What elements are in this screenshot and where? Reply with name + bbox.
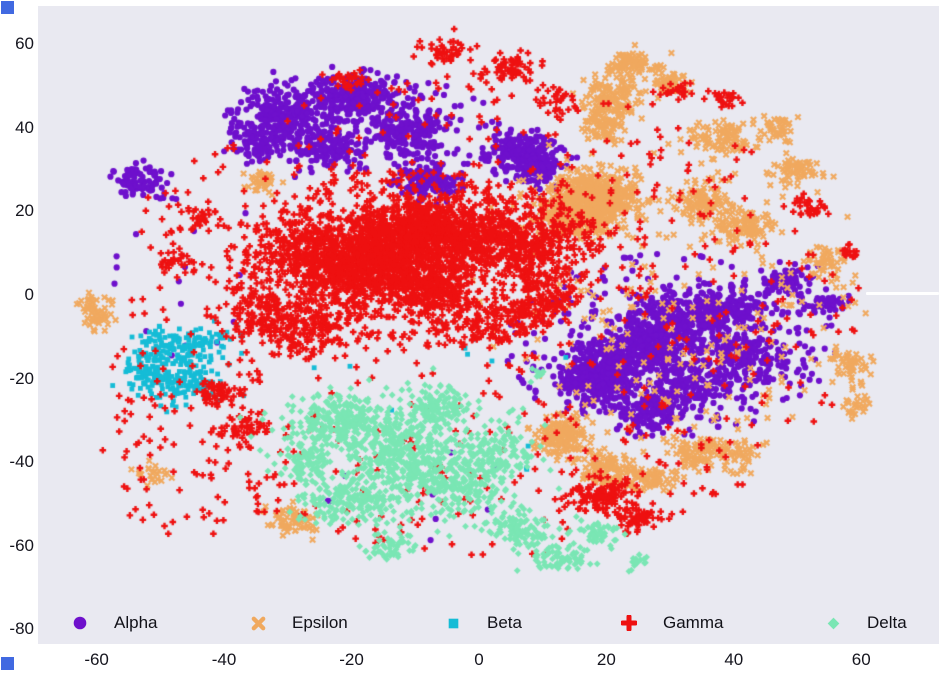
delta-diamond-marker-icon (825, 617, 841, 630)
legend-label-gamma: Gamma (663, 613, 724, 632)
legend-label-alpha: Alpha (114, 613, 158, 632)
beta-square-marker-icon (445, 618, 461, 629)
x-tick-label: 0 (474, 650, 484, 669)
y-tick-label: 0 (24, 284, 34, 304)
legend-label-epsilon: Epsilon (292, 613, 348, 632)
x-tick-label: 20 (596, 650, 616, 669)
legend: Alpha Epsilon Beta Gamma Delta (0, 609, 939, 637)
y-tick-label: -80 (9, 619, 34, 639)
y-tick-label: 60 (15, 34, 34, 54)
gamma-plus-marker-icon (621, 615, 637, 631)
y-tick-label: 40 (15, 117, 34, 137)
y-tick-label: 20 (15, 201, 34, 221)
x-axis: -60 -40 -20 0 20 40 60 (0, 650, 939, 676)
x-tick-label: 40 (724, 650, 744, 669)
legend-label-delta: Delta (867, 613, 907, 632)
y-tick-label: -20 (9, 368, 34, 388)
legend-item-epsilon: Epsilon (250, 609, 348, 637)
x-tick-label: 60 (851, 650, 871, 669)
x-tick-label: -40 (211, 650, 237, 669)
selection-handle-top-left-icon (1, 1, 14, 14)
selection-handle-bottom-left-icon (1, 657, 14, 670)
legend-label-beta: Beta (487, 613, 522, 632)
y-tick-label: -40 (9, 452, 34, 472)
alpha-circle-marker-icon (72, 616, 88, 630)
epsilon-x-marker-icon (250, 616, 266, 631)
legend-item-alpha: Alpha (72, 609, 157, 637)
x-tick-label: -60 (84, 650, 109, 669)
y-tick-label: -60 (9, 535, 34, 555)
legend-item-delta: Delta (825, 609, 907, 637)
y-axis: 60 40 20 0 -20 -40 -60 -80 (0, 0, 36, 681)
legend-item-beta: Beta (445, 609, 522, 637)
legend-item-gamma: Gamma (621, 609, 723, 637)
x-tick-label: -20 (339, 650, 364, 669)
